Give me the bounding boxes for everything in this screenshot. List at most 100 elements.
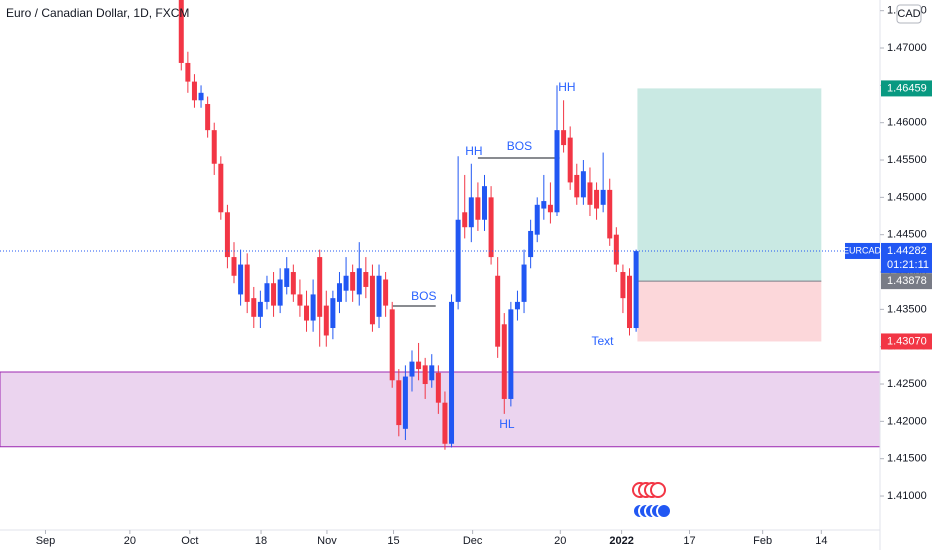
x-tick-label: Nov	[317, 535, 337, 547]
price-tag-label: 1.43878	[887, 275, 927, 287]
price-tag	[881, 273, 932, 290]
candle-body	[633, 251, 639, 329]
candle-body	[541, 201, 547, 209]
candle-body	[350, 272, 356, 291]
candle-body	[323, 305, 329, 336]
annotation: Text	[591, 334, 614, 348]
last-price-tag	[881, 242, 932, 273]
candle-body	[567, 137, 573, 183]
x-tick-label: 20	[554, 535, 566, 547]
candle-body	[271, 283, 277, 306]
candle-body	[534, 204, 540, 235]
price-tag	[881, 80, 932, 97]
candle-body	[369, 275, 375, 325]
candle-body	[501, 324, 507, 399]
candle-body	[449, 301, 455, 444]
currency-label: CAD	[897, 8, 920, 20]
countdown: 01:21:11	[887, 259, 929, 271]
candle-body	[284, 268, 290, 287]
candle-body	[455, 219, 461, 302]
candle-body	[402, 376, 408, 429]
y-tick-label: 1.41500	[887, 453, 927, 465]
candle-body	[495, 275, 501, 347]
x-tick-label: Sep	[36, 535, 56, 547]
candle-body	[304, 305, 310, 321]
y-tick-label: 1.47000	[887, 42, 927, 54]
x-tick-label: 15	[387, 535, 399, 547]
candle-body	[383, 279, 389, 306]
candle-body	[600, 189, 606, 205]
y-tick-label: 1.44500	[887, 229, 927, 241]
candle-body	[231, 257, 237, 276]
price-tag	[881, 333, 932, 350]
candle-body	[594, 189, 600, 209]
event-icons	[632, 482, 672, 519]
candle-body	[356, 268, 362, 295]
symbol-label: EURCAD	[843, 245, 882, 255]
candle-body	[244, 264, 250, 302]
candle-body	[336, 283, 342, 302]
y-tick-label: 1.45500	[887, 154, 927, 166]
candle-body	[191, 81, 197, 101]
currency-box	[896, 4, 922, 24]
x-tick-label: 14	[815, 535, 827, 547]
annotation: HH	[465, 144, 482, 158]
x-tick-label: 18	[255, 535, 267, 547]
annotation: BOS	[507, 139, 532, 153]
candle-body	[607, 189, 613, 239]
candle-body	[238, 264, 244, 295]
candle-body	[528, 230, 534, 258]
candle-body	[547, 204, 553, 213]
x-tick-label: Dec	[463, 535, 483, 547]
candle-body	[310, 294, 316, 321]
candle-body	[613, 234, 619, 265]
price-tag-label: 1.43070	[887, 335, 927, 347]
candle-body	[277, 279, 283, 306]
candle-body	[251, 298, 257, 317]
candle-body	[422, 365, 428, 385]
candle-body	[218, 163, 224, 213]
candle-body	[580, 171, 586, 198]
candle-body	[462, 212, 468, 228]
chart-title: Euro / Canadian Dollar, 1D, FXCM	[6, 6, 189, 20]
x-tick-label: Oct	[181, 535, 198, 547]
annotation: HL	[499, 417, 515, 431]
candle-body	[363, 272, 369, 287]
candle-body	[198, 92, 204, 101]
y-tick-label: 1.45000	[887, 191, 927, 203]
candle-body	[587, 182, 593, 205]
candle-body	[185, 62, 191, 82]
symbol-tag	[845, 242, 880, 259]
x-tick-label: 2022	[609, 535, 633, 547]
candle-body	[224, 212, 230, 258]
candle-body	[521, 264, 527, 302]
candle-body	[205, 104, 211, 131]
annotation: HH	[558, 80, 575, 94]
candle-body	[290, 272, 296, 295]
candle-body	[264, 283, 270, 302]
candle-body	[330, 298, 336, 329]
candle-body	[508, 309, 514, 399]
plot-area: HH BOS HH BOS HL Text	[0, 0, 880, 450]
y-tick-label: 1.46000	[887, 117, 927, 129]
candle-body	[554, 130, 560, 213]
candle-body	[409, 361, 415, 377]
candle-body	[488, 197, 494, 258]
candle-body	[435, 372, 441, 403]
candle-body	[317, 257, 323, 317]
candle-body	[416, 361, 422, 370]
price-tag-label: 1.46459	[887, 82, 927, 94]
candle-body	[475, 197, 481, 220]
candle-body	[429, 365, 435, 381]
candle-body	[574, 174, 580, 198]
y-tick-label: 1.43500	[887, 303, 927, 315]
x-tick-label: Feb	[753, 535, 772, 547]
x-tick-label: 17	[683, 535, 695, 547]
y-tick-label: 1.41000	[887, 490, 927, 502]
last-price-label: 1.44282	[887, 245, 927, 257]
candle-body	[389, 309, 395, 381]
candle-body	[257, 301, 263, 317]
candle-body	[481, 186, 487, 220]
annotation: BOS	[411, 289, 436, 303]
candle-body	[442, 402, 448, 444]
